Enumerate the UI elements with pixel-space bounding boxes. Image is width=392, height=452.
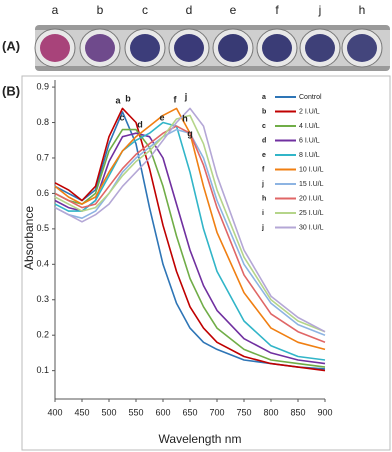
legend-letter: d — [262, 137, 266, 144]
chart-frame — [21, 75, 391, 451]
legend-label: 25 I.U/L — [299, 210, 324, 217]
panel-a-label: (A) — [2, 38, 20, 53]
x-tick-label: 500 — [101, 407, 116, 417]
well — [85, 34, 115, 62]
x-tick-label: 650 — [182, 407, 197, 417]
annotation: d — [137, 119, 143, 129]
series-line — [54, 121, 326, 361]
legend-letter: i — [262, 210, 264, 217]
legend-letter: f — [262, 166, 265, 173]
y-tick-label: 0.4 — [36, 259, 49, 269]
legend-letter: c — [262, 123, 266, 130]
well — [347, 34, 377, 62]
x-tick-label: 450 — [74, 407, 89, 417]
series-line — [54, 128, 326, 336]
legend-label: Control — [299, 94, 322, 101]
x-tick-label: 800 — [263, 407, 278, 417]
well — [130, 34, 160, 62]
y-tick-label: 0.7 — [36, 152, 49, 162]
well-label: e — [230, 3, 237, 17]
well-label: b — [97, 3, 104, 17]
legend-letter: j — [261, 224, 264, 231]
legend-label: 6 I.U/L — [299, 137, 320, 144]
well-label: j — [318, 3, 322, 17]
annotation: f — [174, 94, 178, 104]
legend-letter: h — [262, 195, 266, 202]
well — [40, 34, 70, 62]
annotation: a — [115, 95, 121, 105]
y-tick-label: 0.5 — [36, 223, 49, 233]
well-label: c — [142, 3, 148, 17]
legend-label: 10 I.U/L — [299, 166, 324, 173]
well — [305, 34, 335, 62]
x-tick-label: 400 — [47, 407, 62, 417]
x-tick-label: 600 — [155, 407, 170, 417]
panel-b-label: (B) — [2, 83, 20, 98]
x-tick-label: 900 — [317, 407, 332, 417]
annotation: b — [125, 93, 131, 103]
legend-letter: a — [262, 94, 266, 101]
well — [174, 34, 204, 62]
legend-label: 30 I.U/L — [299, 224, 324, 231]
x-tick-label: 550 — [128, 407, 143, 417]
legend-letter: j — [261, 181, 264, 188]
y-axis-title: Absorbance — [22, 206, 36, 270]
y-tick-label: 0.6 — [36, 188, 49, 198]
legend-label: 15 I.U/L — [299, 181, 324, 188]
annotation: h — [182, 113, 188, 123]
legend-letter: b — [262, 108, 266, 115]
well-label: d — [186, 3, 193, 17]
well-label: a — [52, 3, 59, 17]
well-label: h — [359, 3, 366, 17]
annotation: j — [184, 91, 188, 101]
x-tick-label: 700 — [209, 407, 224, 417]
y-tick-label: 0.9 — [36, 81, 49, 91]
legend-label: 2 I.U/L — [299, 108, 320, 115]
legend-letter: e — [262, 152, 266, 159]
legend-label: 8 I.U/L — [299, 152, 320, 159]
series-line — [54, 114, 326, 333]
x-axis-title: Wavelength nm — [159, 432, 242, 446]
y-tick-label: 0.8 — [36, 117, 49, 127]
well — [262, 34, 292, 62]
annotation: c — [119, 112, 124, 122]
series-line — [54, 107, 326, 351]
series-line — [54, 125, 326, 344]
legend-label: 4 I.U/L — [299, 123, 320, 130]
annotation: g — [187, 128, 193, 138]
series-line — [54, 107, 326, 372]
legend-label: 20 I.U/L — [299, 195, 324, 202]
y-tick-label: 0.2 — [36, 330, 49, 340]
y-tick-label: 0.1 — [36, 365, 49, 375]
series-line — [54, 128, 326, 368]
series-line — [54, 111, 326, 370]
y-tick-label: 0.3 — [36, 294, 49, 304]
series-line — [54, 107, 326, 333]
x-tick-label: 750 — [236, 407, 251, 417]
well — [218, 34, 248, 62]
x-tick-label: 850 — [290, 407, 305, 417]
wells — [34, 28, 383, 68]
annotation: e — [159, 112, 164, 122]
well-label: f — [275, 3, 279, 17]
